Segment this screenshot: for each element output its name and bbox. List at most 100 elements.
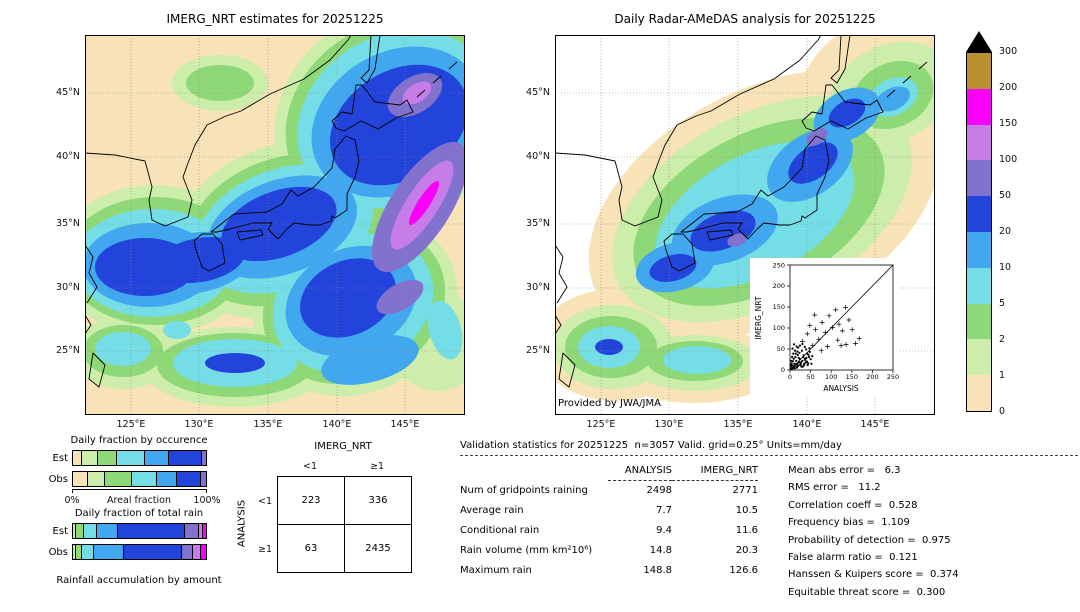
totalrain-chart-footer: Rainfall accumulation by amount <box>56 575 222 586</box>
bar-segment <box>116 451 145 465</box>
contingency-cell: 63 <box>278 525 345 573</box>
bar-segment <box>131 472 157 486</box>
map-frame <box>85 35 465 415</box>
map-frame <box>555 35 935 415</box>
validation-row-label: Rain volume (mm km²10⁶) <box>460 545 593 556</box>
contingency-col-group: IMERG_NRT <box>314 441 372 452</box>
validation-col-header: IMERG_NRT <box>672 461 758 481</box>
stat-line: RMS error = 11.2 <box>788 482 881 494</box>
contingency-cell: 223 <box>278 477 345 525</box>
lon-tick-label: 140°E <box>322 419 352 430</box>
validation-row-label: Average rain <box>460 505 524 516</box>
colorbar-tick-label: 1 <box>999 370 1006 381</box>
stat-line: Correlation coeff = 0.528 <box>788 499 918 511</box>
bar-segment <box>83 524 97 538</box>
bar-segment <box>82 451 99 465</box>
colorbar-segment <box>967 375 991 411</box>
bar-segment <box>75 545 83 559</box>
bar-segment <box>98 451 117 465</box>
svg-text:250: 250 <box>773 262 785 270</box>
colorbar-tick-label: 50 <box>999 190 1012 201</box>
bar-segment <box>203 524 206 538</box>
colorbar-tick-label: 10 <box>999 262 1012 273</box>
svg-text:100: 100 <box>825 373 837 381</box>
lon-tick-label: 145°E <box>390 419 420 430</box>
totalrain-est-bar <box>72 523 207 539</box>
contingency-cell: 336 <box>345 477 412 525</box>
colorbar-segment <box>967 53 991 89</box>
bar-segment <box>123 545 183 559</box>
validation-value: 7.7 <box>656 505 672 516</box>
validation-stats-list: Mean abs error = 6.3 RMS error = 11.2 Co… <box>788 462 959 601</box>
bar-segment <box>73 524 76 538</box>
colorbar-tick-label: 2 <box>999 334 1006 345</box>
colorbar-segment <box>967 339 991 376</box>
lon-tick-label: 125°E <box>116 419 146 430</box>
svg-text:50: 50 <box>777 345 785 353</box>
contingency-col-header: <1 <box>302 461 317 472</box>
lat-tick-label: 30°N <box>56 282 80 293</box>
contingency-row-header: <1 <box>257 496 272 507</box>
bar-segment <box>201 451 206 465</box>
colorbar-tick-label: 5 <box>999 298 1006 309</box>
validation-value: 2498 <box>646 485 672 496</box>
svg-text:0: 0 <box>788 373 792 381</box>
validation-title: Validation statistics for 20251225 n=305… <box>460 440 842 451</box>
lon-tick-label: 135°E <box>253 419 283 430</box>
identity-line <box>789 264 894 371</box>
validation-value: 148.8 <box>643 565 672 576</box>
occurrence-est-bar <box>72 450 207 466</box>
lon-tick-label: 130°E <box>654 419 684 430</box>
right-map-title: Daily Radar-AMeDAS analysis for 20251225 <box>614 12 876 26</box>
lat-tick-label: 45°N <box>526 87 550 98</box>
bar-segment <box>96 524 119 538</box>
validation-value: 2771 <box>732 485 758 496</box>
bar-segment <box>176 472 201 486</box>
axis-max-label: 100% <box>193 495 221 506</box>
colorbar-tick-label: 150 <box>999 118 1018 129</box>
stat-line: False alarm ratio = 0.121 <box>788 552 918 564</box>
inset-xlabel: ANALYSIS <box>823 384 859 393</box>
colorbar-overflow-triangle <box>966 31 992 52</box>
validation-value: 11.6 <box>735 525 758 536</box>
bar-segment <box>87 472 105 486</box>
totalrain-obs-bar <box>72 544 207 560</box>
svg-text:200: 200 <box>773 282 785 290</box>
validation-col-header: ANALYSIS <box>608 461 672 481</box>
colorbar-segment <box>967 88 991 125</box>
axis-tick <box>206 489 207 493</box>
row-label-obs: Obs <box>48 547 68 558</box>
lat-tick-label: 45°N <box>56 87 80 98</box>
validation-row-label: Conditional rain <box>460 525 540 536</box>
svg-text:0: 0 <box>781 366 785 374</box>
dashed-divider <box>460 455 1078 456</box>
stat-line: Hanssen & Kuipers score = 0.374 <box>788 569 959 581</box>
lat-tick-label: 40°N <box>56 151 80 162</box>
lat-tick-label: 25°N <box>56 345 80 356</box>
row-label-obs: Obs <box>48 474 68 485</box>
validation-value: 126.6 <box>729 565 758 576</box>
stat-line: Probability of detection = 0.975 <box>788 534 951 546</box>
row-label-est: Est <box>52 453 68 464</box>
lon-tick-label: 145°E <box>860 419 890 430</box>
colorbar-segment <box>967 231 991 268</box>
stat-line: Frequency bias = 1.109 <box>788 517 910 529</box>
inset-points <box>789 305 862 371</box>
colorbar-tick-label: 200 <box>999 82 1018 93</box>
bar-segment <box>182 545 193 559</box>
colorbar-segment <box>967 196 991 232</box>
validation-value: 10.5 <box>735 505 758 516</box>
credit-text: Provided by JWA/JMA <box>558 398 661 409</box>
bar-segment <box>73 451 83 465</box>
lat-tick-label: 30°N <box>526 282 550 293</box>
colorbar-segment <box>967 160 991 197</box>
lon-tick-label: 135°E <box>723 419 753 430</box>
bar-segment <box>82 545 95 559</box>
validation-value: 20.3 <box>735 545 758 556</box>
svg-text:50: 50 <box>806 373 814 381</box>
validation-row-label: Num of gridpoints raining <box>460 485 588 496</box>
axis-min-label: 0% <box>64 495 80 506</box>
validation-value: 14.8 <box>649 545 672 556</box>
lon-tick-label: 125°E <box>586 419 616 430</box>
